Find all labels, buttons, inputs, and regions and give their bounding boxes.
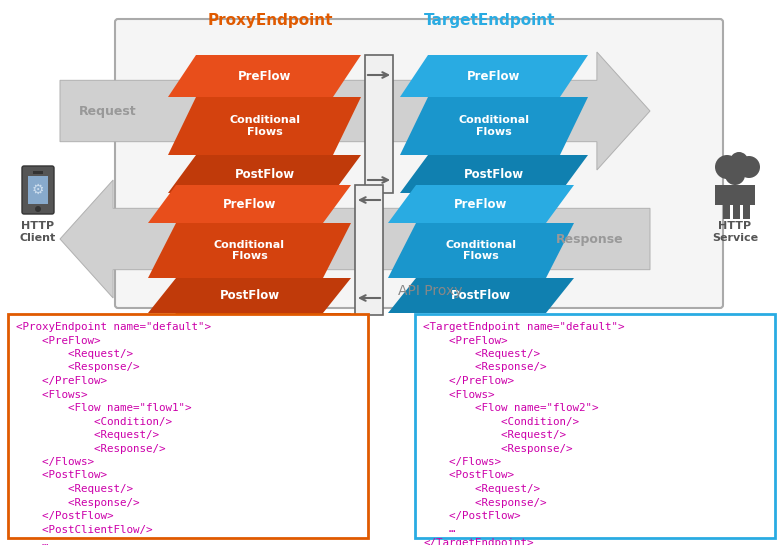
Text: <Flows>: <Flows> (16, 390, 88, 399)
Text: <Response/>: <Response/> (423, 498, 547, 507)
Text: PostFlow: PostFlow (219, 289, 280, 302)
Circle shape (730, 152, 748, 170)
Circle shape (715, 155, 739, 179)
Polygon shape (168, 55, 361, 97)
Bar (8, 314, 368, 538)
Polygon shape (60, 52, 650, 170)
Text: TargetEndpoint: TargetEndpoint (424, 13, 556, 28)
Text: PreFlow: PreFlow (467, 70, 521, 82)
Text: <Flow name="flow1">: <Flow name="flow1"> (16, 403, 192, 413)
Circle shape (35, 206, 41, 212)
Text: </PreFlow>: </PreFlow> (423, 376, 514, 386)
Text: PostFlow: PostFlow (464, 167, 524, 180)
Text: <Request/>: <Request/> (16, 430, 159, 440)
Text: HTTP
Service: HTTP Service (712, 221, 758, 243)
Text: ProxyEndpoint: ProxyEndpoint (207, 13, 333, 28)
Polygon shape (60, 180, 650, 298)
Text: PreFlow: PreFlow (454, 197, 507, 210)
Polygon shape (400, 155, 588, 193)
Text: </Flows>: </Flows> (423, 457, 501, 467)
Polygon shape (400, 97, 588, 155)
Text: </TargetEndpoint>: </TargetEndpoint> (423, 538, 533, 545)
Text: <ProxyEndpoint name="default">: <ProxyEndpoint name="default"> (16, 322, 211, 332)
Text: PostClientFlow: PostClientFlow (203, 325, 296, 336)
Text: </PostFlow>: </PostFlow> (16, 511, 114, 521)
Text: <Response/>: <Response/> (16, 362, 139, 372)
Bar (355, 185, 383, 315)
Text: <PreFlow>: <PreFlow> (16, 336, 100, 346)
Bar (723, 201, 730, 219)
Text: Conditional
Flows: Conditional Flows (446, 240, 517, 261)
Text: Conditional
Flows: Conditional Flows (214, 240, 285, 261)
Text: PreFlow: PreFlow (238, 70, 291, 82)
Text: <Request/>: <Request/> (16, 349, 133, 359)
Text: <Request/>: <Request/> (16, 484, 133, 494)
Circle shape (725, 165, 745, 185)
Text: <TargetEndpoint name="default">: <TargetEndpoint name="default"> (423, 322, 625, 332)
Polygon shape (388, 223, 574, 278)
Text: Request: Request (79, 105, 137, 118)
FancyBboxPatch shape (115, 19, 723, 308)
Polygon shape (148, 313, 351, 348)
Polygon shape (388, 278, 574, 313)
Text: <Response/>: <Response/> (423, 444, 572, 453)
FancyBboxPatch shape (22, 166, 54, 214)
Polygon shape (148, 185, 351, 223)
Text: ⚙: ⚙ (32, 183, 45, 197)
Text: <PostFlow>: <PostFlow> (16, 470, 107, 481)
Text: <Request/>: <Request/> (423, 349, 540, 359)
Bar (415, 314, 775, 538)
Text: <Request/>: <Request/> (423, 430, 566, 440)
Text: HTTP
Client: HTTP Client (20, 221, 56, 243)
Polygon shape (388, 185, 574, 223)
Text: <PostClientFlow/>: <PostClientFlow/> (16, 524, 153, 535)
Text: </PostFlow>: </PostFlow> (423, 511, 521, 521)
Text: <Flows>: <Flows> (423, 390, 495, 399)
Text: <Request/>: <Request/> (423, 484, 540, 494)
Bar (28, 176, 48, 204)
Polygon shape (148, 278, 351, 313)
Text: <Response/>: <Response/> (16, 498, 139, 507)
Polygon shape (148, 223, 351, 278)
Text: Conditional
Flows: Conditional Flows (229, 115, 300, 137)
Text: <Condition/>: <Condition/> (16, 416, 172, 427)
Polygon shape (168, 155, 361, 193)
Text: …: … (423, 524, 456, 535)
Text: Response: Response (556, 233, 624, 245)
Text: <PostFlow>: <PostFlow> (423, 470, 514, 481)
Text: <Response/>: <Response/> (423, 362, 547, 372)
Text: <Response/>: <Response/> (16, 444, 165, 453)
Bar (733, 201, 740, 219)
Text: PostFlow: PostFlow (234, 167, 294, 180)
Bar (715, 185, 755, 205)
Text: API Proxy: API Proxy (398, 284, 462, 298)
Polygon shape (168, 97, 361, 155)
Text: PostFlow: PostFlow (451, 289, 511, 302)
Text: Conditional
Flows: Conditional Flows (459, 115, 529, 137)
Text: PreFlow: PreFlow (223, 197, 276, 210)
Circle shape (738, 156, 760, 178)
Text: <Flow name="flow2">: <Flow name="flow2"> (423, 403, 598, 413)
Text: </PreFlow>: </PreFlow> (16, 376, 107, 386)
Polygon shape (400, 55, 588, 97)
Text: <PreFlow>: <PreFlow> (423, 336, 507, 346)
Bar (743, 201, 750, 219)
Text: <Condition/>: <Condition/> (423, 416, 579, 427)
Text: …: … (16, 538, 49, 545)
Text: </Flows>: </Flows> (16, 457, 94, 467)
Bar (365, 55, 393, 193)
Bar (33, 171, 43, 174)
